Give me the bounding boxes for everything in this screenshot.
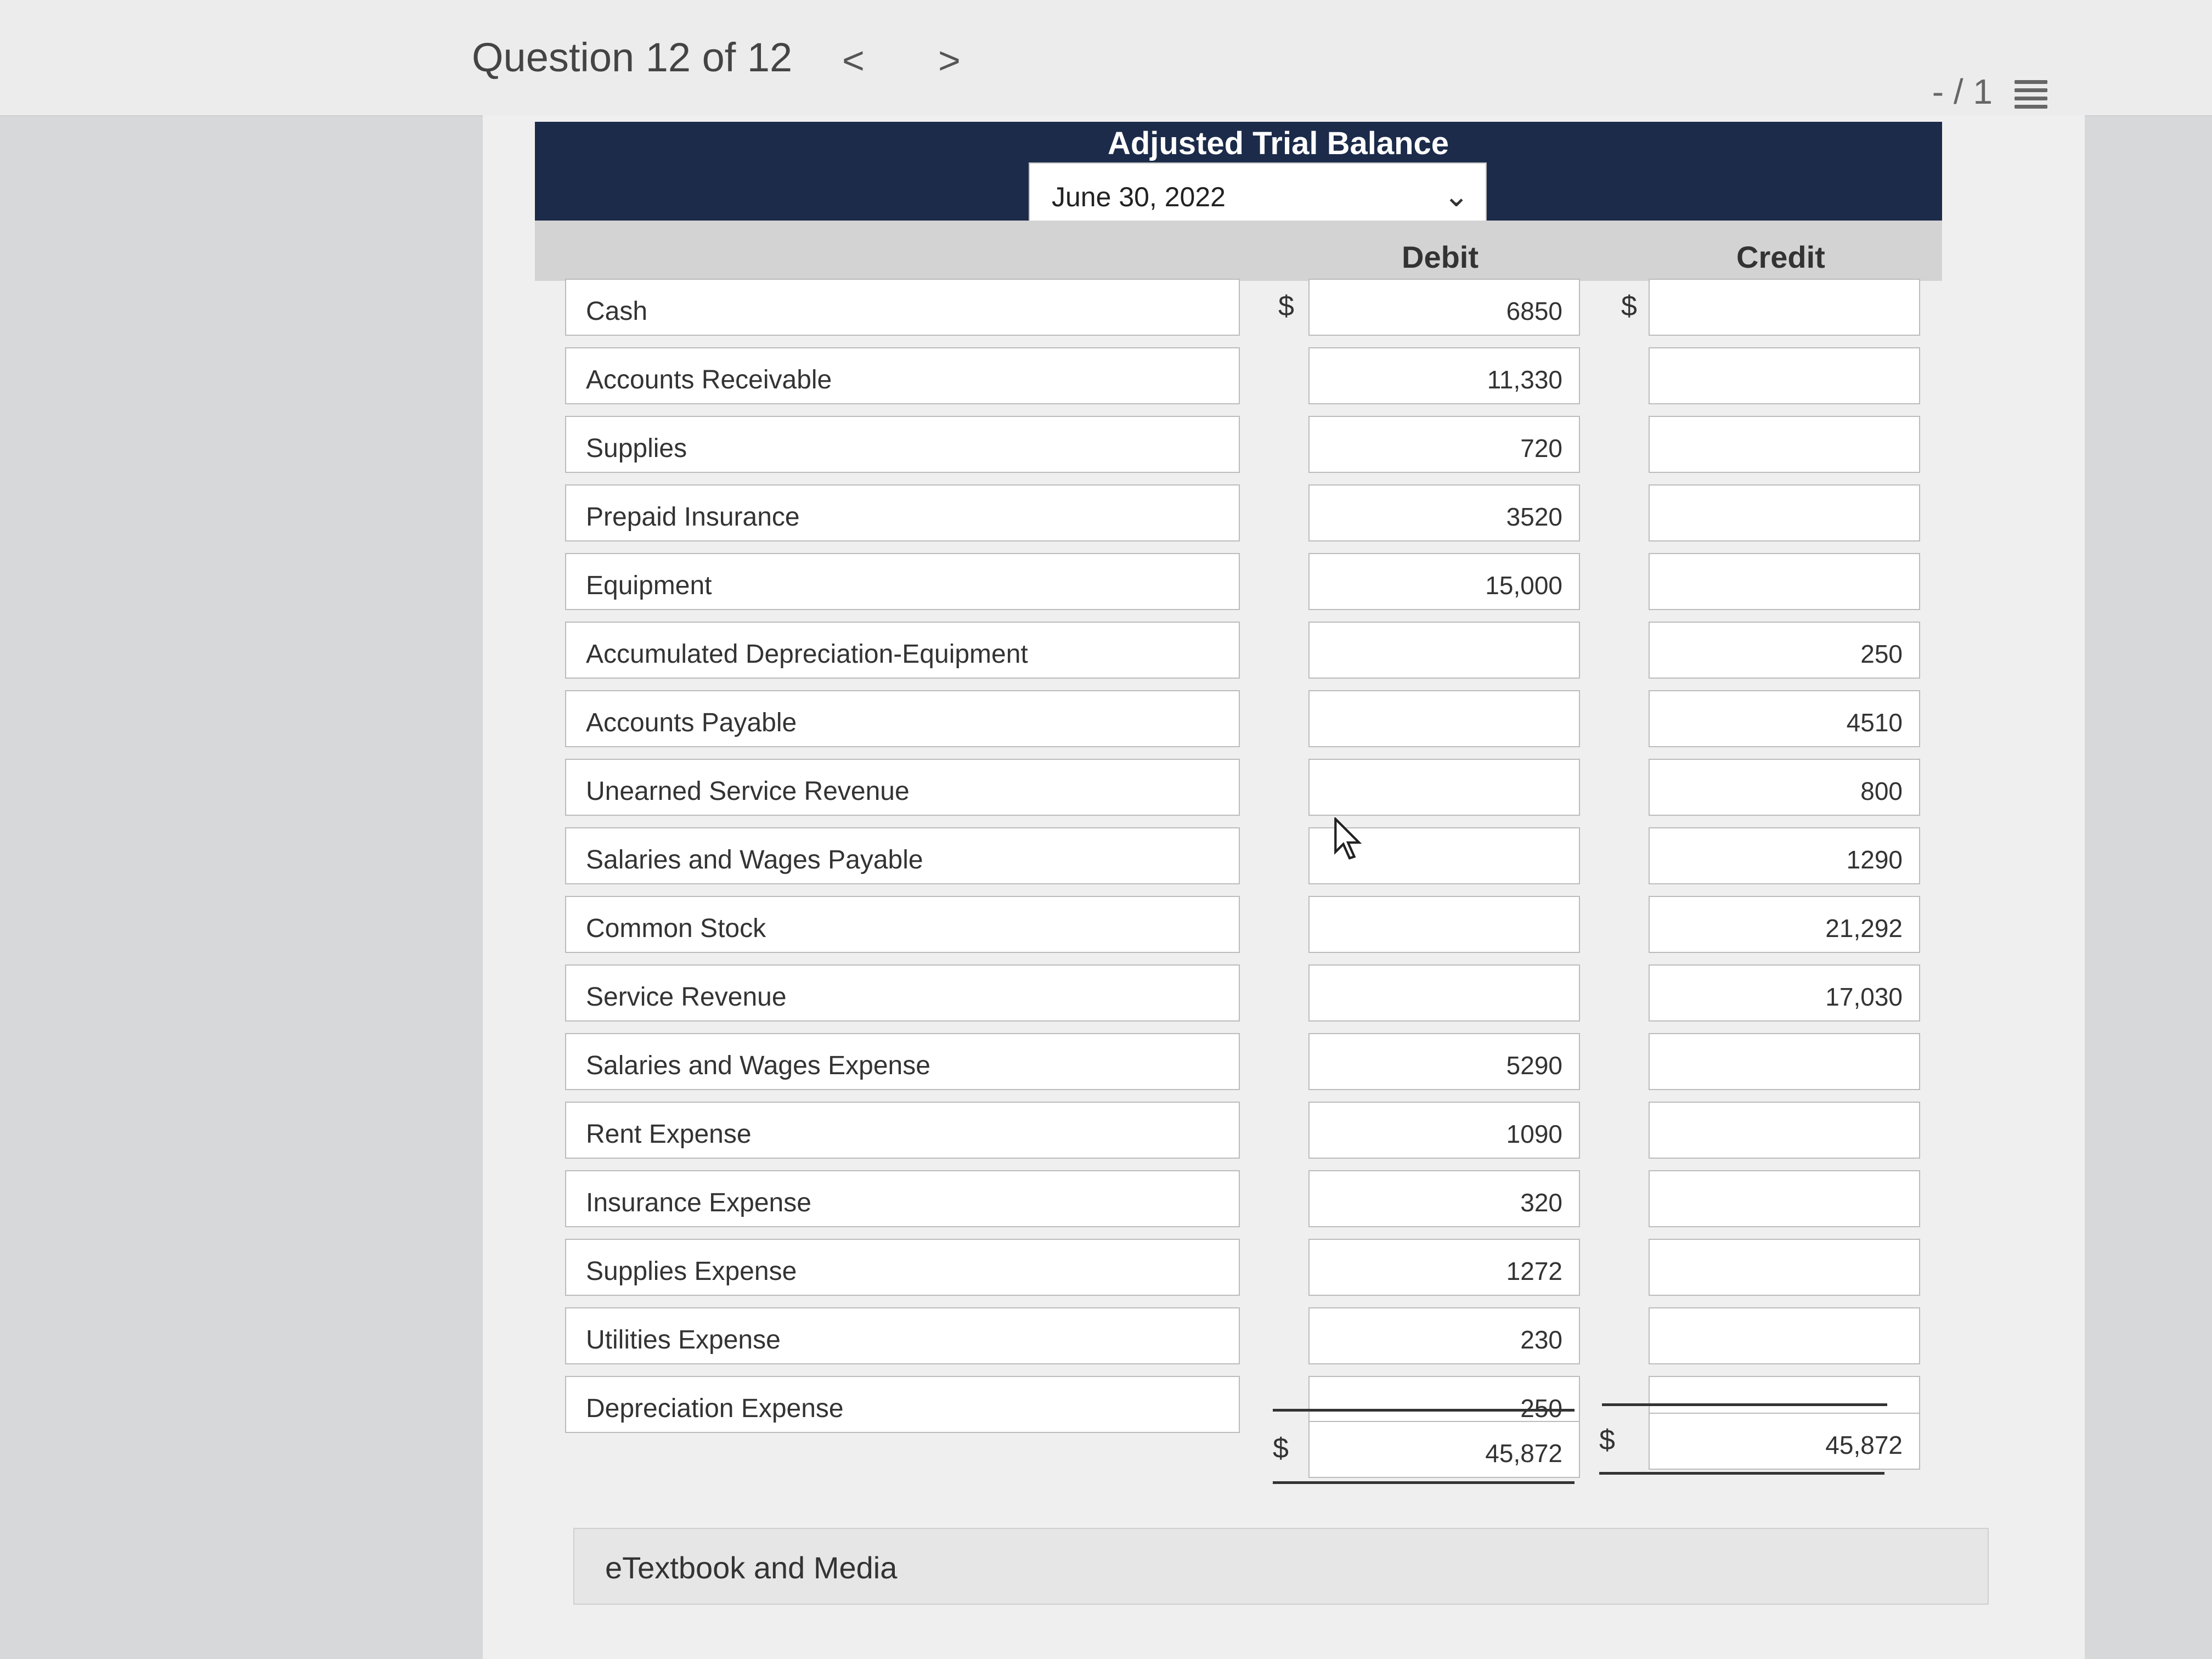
credit-total-underline xyxy=(1599,1472,1884,1475)
debit-amount-field[interactable]: 15,000 xyxy=(1308,553,1580,610)
credit-amount-field[interactable] xyxy=(1649,1033,1920,1090)
credit-amount-field[interactable] xyxy=(1649,1170,1920,1227)
account-name-field[interactable]: Supplies Expense xyxy=(565,1239,1240,1296)
credit-amount-field[interactable]: 21,292 xyxy=(1649,896,1920,953)
debit-amount-field[interactable]: 320 xyxy=(1308,1170,1580,1227)
credit-amount-field[interactable]: 17,030 xyxy=(1649,964,1920,1022)
credit-total-dollar-sign: $ xyxy=(1599,1424,1615,1456)
debit-amount-field[interactable]: 1090 xyxy=(1308,1102,1580,1159)
credit-amount-field[interactable] xyxy=(1649,1102,1920,1159)
date-dropdown[interactable]: June 30, 2022 ⌄ xyxy=(1029,162,1487,227)
account-name-field[interactable]: Utilities Expense xyxy=(565,1307,1240,1364)
account-name-field[interactable]: Accumulated Depreciation-Equipment xyxy=(565,622,1240,679)
debit-amount-field[interactable]: 230 xyxy=(1308,1307,1580,1364)
next-question-button[interactable]: > xyxy=(938,39,961,82)
trial-balance-title: Adjusted Trial Balance xyxy=(1107,126,1449,161)
credit-amount-field[interactable] xyxy=(1649,347,1920,404)
debit-column-header: Debit xyxy=(1402,240,1479,274)
credit-amount-field[interactable] xyxy=(1649,1307,1920,1364)
account-name-field[interactable]: Prepaid Insurance xyxy=(565,484,1240,541)
account-name-field[interactable]: Insurance Expense xyxy=(565,1170,1240,1227)
debit-amount-field[interactable]: 6850 xyxy=(1308,279,1580,336)
credit-amount-field[interactable]: 4510 xyxy=(1649,690,1920,747)
account-name-field[interactable]: Rent Expense xyxy=(565,1102,1240,1159)
score-display: - / 1 xyxy=(1932,72,1993,111)
credit-amount-field[interactable]: 800 xyxy=(1649,759,1920,816)
account-name-field[interactable]: Common Stock xyxy=(565,896,1240,953)
previous-question-button[interactable]: < xyxy=(842,39,865,82)
credit-subtotal-line xyxy=(1602,1403,1887,1406)
credit-amount-field[interactable]: 250 xyxy=(1649,622,1920,679)
debit-amount-field[interactable]: 1272 xyxy=(1308,1239,1580,1296)
credit-amount-field[interactable] xyxy=(1649,1239,1920,1296)
credit-dollar-sign: $ xyxy=(1621,290,1637,322)
debit-subtotal-line xyxy=(1273,1409,1575,1412)
credit-amount-field[interactable]: 1290 xyxy=(1649,827,1920,884)
credit-amount-field[interactable] xyxy=(1649,484,1920,541)
debit-total-underline xyxy=(1273,1481,1575,1484)
credit-amount-field[interactable] xyxy=(1649,279,1920,336)
chevron-down-icon: ⌄ xyxy=(1443,178,1469,213)
account-name-field[interactable]: Salaries and Wages Expense xyxy=(565,1033,1240,1090)
account-name-field[interactable]: Accounts Payable xyxy=(565,690,1240,747)
account-name-field[interactable]: Salaries and Wages Payable xyxy=(565,827,1240,884)
debit-amount-field[interactable]: 11,330 xyxy=(1308,347,1580,404)
etextbook-media-link[interactable]: eTextbook and Media xyxy=(573,1528,1989,1605)
debit-amount-field[interactable]: 720 xyxy=(1308,416,1580,473)
date-dropdown-value: June 30, 2022 xyxy=(1052,182,1226,212)
account-name-field[interactable]: Depreciation Expense xyxy=(565,1376,1240,1433)
account-name-field[interactable]: Cash xyxy=(565,279,1240,336)
credit-total-field[interactable]: 45,872 xyxy=(1649,1413,1920,1470)
debit-amount-field[interactable]: 5290 xyxy=(1308,1033,1580,1090)
debit-total-field[interactable]: 45,872 xyxy=(1308,1421,1580,1478)
question-list-icon[interactable] xyxy=(2015,76,2047,109)
debit-amount-field[interactable] xyxy=(1308,896,1580,953)
credit-amount-field[interactable] xyxy=(1649,553,1920,610)
account-name-field[interactable]: Accounts Receivable xyxy=(565,347,1240,404)
mouse-pointer-icon xyxy=(1334,817,1362,860)
credit-amount-field[interactable] xyxy=(1649,416,1920,473)
debit-amount-field[interactable] xyxy=(1308,964,1580,1022)
debit-amount-field[interactable] xyxy=(1308,690,1580,747)
credit-column-header: Credit xyxy=(1736,240,1825,274)
debit-amount-field[interactable] xyxy=(1308,759,1580,816)
debit-total-dollar-sign: $ xyxy=(1273,1432,1289,1464)
debit-amount-field[interactable] xyxy=(1308,827,1580,884)
column-header-band xyxy=(535,221,1942,281)
account-name-field[interactable]: Service Revenue xyxy=(565,964,1240,1022)
debit-amount-field[interactable]: 3520 xyxy=(1308,484,1580,541)
debit-dollar-sign: $ xyxy=(1278,290,1294,322)
account-name-field[interactable]: Equipment xyxy=(565,553,1240,610)
account-name-field[interactable]: Supplies xyxy=(565,416,1240,473)
debit-amount-field[interactable] xyxy=(1308,622,1580,679)
question-counter: Question 12 of 12 xyxy=(472,35,793,80)
question-header: Question 12 of 12 < > - / 1 xyxy=(0,0,2212,116)
account-name-field[interactable]: Unearned Service Revenue xyxy=(565,759,1240,816)
